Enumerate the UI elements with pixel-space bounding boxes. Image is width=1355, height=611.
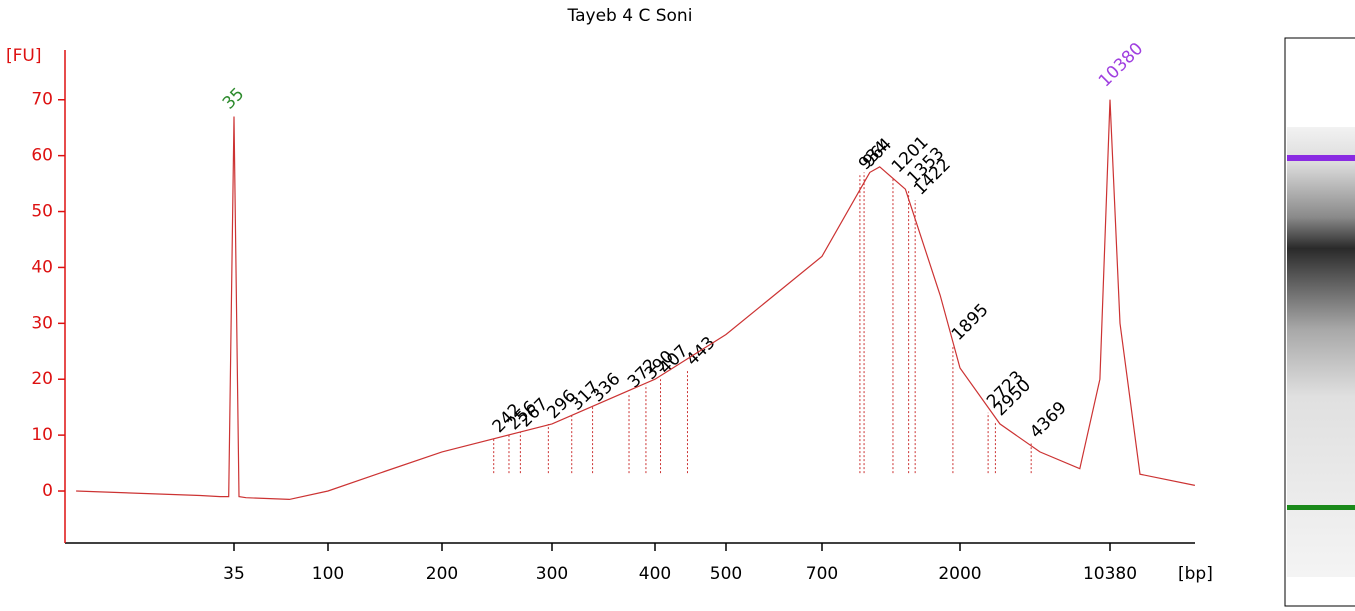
chart-title: Tayeb 4 C Soni	[567, 6, 693, 26]
y-tick-label: 0	[42, 481, 53, 501]
peak-label: 1895	[948, 300, 993, 345]
trace	[76, 99, 1196, 501]
y-tick-label: 70	[31, 90, 53, 110]
y-tick-label: 40	[31, 257, 53, 277]
y-tick-label: 60	[31, 146, 53, 166]
y-axis-label: [FU]	[6, 46, 42, 66]
y-tick-label: 30	[31, 313, 53, 333]
gel-smear	[1287, 127, 1355, 577]
x-axis-label: [bp]	[1178, 564, 1213, 584]
marker-label: 35	[219, 84, 248, 113]
y-tick-label: 20	[31, 369, 53, 389]
x-tick-label: 700	[806, 564, 838, 584]
x-tick-label: 2000	[938, 564, 981, 584]
x-tick-label: 300	[536, 564, 568, 584]
peak-label: 443	[682, 333, 719, 370]
marker-label: 10380	[1095, 39, 1147, 91]
x-tick-label: 400	[639, 564, 671, 584]
x-tick-label: 10380	[1083, 564, 1137, 584]
y-tick-label: 10	[31, 425, 53, 445]
y-tick-label: 50	[31, 202, 53, 222]
gel-band-lower	[1287, 505, 1355, 510]
peak-label: 4369	[1026, 398, 1071, 443]
x-tick-label: 35	[223, 564, 245, 584]
x-tick-label: 100	[312, 564, 344, 584]
x-tick-label: 500	[710, 564, 742, 584]
gel-lane	[1284, 37, 1355, 607]
x-tick-label: 200	[426, 564, 458, 584]
gel-band-upper	[1287, 155, 1355, 161]
